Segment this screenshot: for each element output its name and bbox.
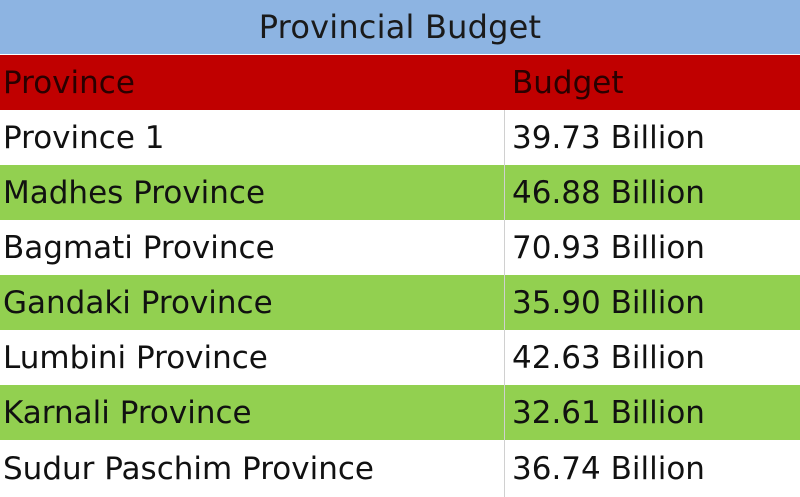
budget-cell: 39.73 Billion — [512, 119, 705, 156]
budget-cell: 46.88 Billion — [512, 174, 705, 211]
table-row: Bagmati Province 70.93 Billion — [0, 220, 800, 275]
table-title: Provincial Budget — [258, 8, 542, 46]
budget-cell: 42.63 Billion — [512, 339, 705, 376]
table-title-row: Provincial Budget — [0, 0, 800, 55]
table-row: Karnali Province 32.61 Billion — [0, 385, 800, 440]
province-cell: Bagmati Province — [0, 220, 505, 275]
province-cell: Province 1 — [0, 110, 505, 165]
province-cell: Karnali Province — [0, 385, 505, 440]
table-row: Gandaki Province 35.90 Billion — [0, 275, 800, 330]
budget-cell: 32.61 Billion — [512, 394, 705, 431]
table-row: Province 1 39.73 Billion — [0, 110, 800, 165]
province-cell: Gandaki Province — [0, 275, 505, 330]
table-row: Sudur Paschim Province 36.74 Billion — [0, 440, 800, 497]
column-header-budget: Budget — [512, 64, 624, 101]
province-cell: Madhes Province — [0, 165, 505, 220]
budget-cell: 70.93 Billion — [512, 229, 705, 266]
table-row: Madhes Province 46.88 Billion — [0, 165, 800, 220]
budget-cell: 36.74 Billion — [512, 450, 705, 487]
table-header-row: Province Budget — [0, 55, 800, 110]
column-header-province: Province — [0, 55, 505, 110]
budget-cell: 35.90 Billion — [512, 284, 705, 321]
table-row: Lumbini Province 42.63 Billion — [0, 330, 800, 385]
province-cell: Lumbini Province — [0, 330, 505, 385]
province-cell: Sudur Paschim Province — [0, 440, 505, 497]
